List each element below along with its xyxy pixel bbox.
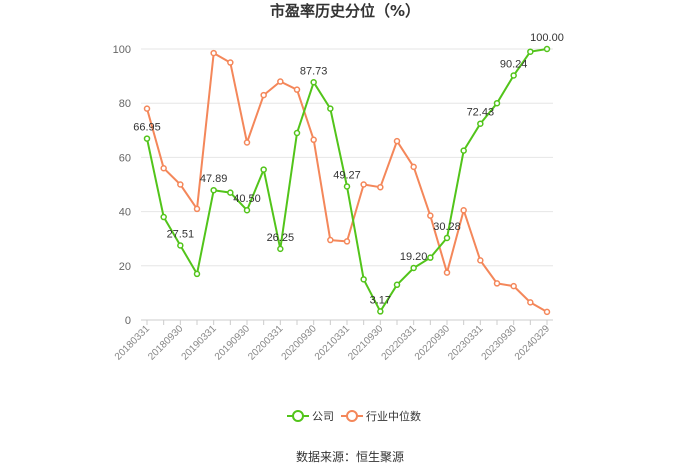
data-point <box>543 308 551 316</box>
legend-marker <box>292 410 304 422</box>
data-point <box>277 78 284 85</box>
data-point <box>143 105 151 112</box>
data-point <box>210 49 217 57</box>
data-point <box>360 276 367 283</box>
x-tick-label: 20190930 <box>213 323 253 363</box>
y-axis: 0 20 40 60 80 100 <box>113 44 131 327</box>
x-tick-label: 20230930 <box>480 323 520 363</box>
data-point <box>343 238 351 245</box>
data-label: 66.95 <box>133 122 161 134</box>
legend-marker <box>346 410 358 422</box>
data-point <box>393 137 401 145</box>
chart-title: 市盈率历史分位（%） <box>270 2 420 20</box>
data-point <box>377 308 384 315</box>
data-point <box>177 181 184 188</box>
legend-label: 行业中位数 <box>366 409 421 423</box>
x-tick-label: 20200930 <box>280 323 320 363</box>
y-tick-label: 40 <box>119 207 131 219</box>
data-point <box>293 86 301 93</box>
y-tick-label: 80 <box>119 98 131 110</box>
data-point <box>460 147 467 154</box>
series-layer: 66.95 27.51 47.89 40.50 26.25 87.73 49.27 3.17 1… <box>133 32 564 316</box>
data-point <box>327 105 334 112</box>
data-label: 27.51 <box>167 228 195 240</box>
data-point <box>160 164 167 172</box>
data-label: 90.24 <box>500 58 528 70</box>
x-tick-label: 20180930 <box>146 323 186 363</box>
data-point <box>260 91 267 99</box>
x-tick-label: 20190331 <box>180 323 220 363</box>
x-tick-label: 20180331 <box>113 323 153 363</box>
x-axis: 2018033120180930201903312019093020200331… <box>113 319 553 363</box>
legend: 公司 行业中位数 <box>287 409 421 423</box>
data-point <box>227 189 234 196</box>
data-point <box>427 254 434 261</box>
data-label: 72.43 <box>467 107 495 119</box>
data-label: 30.28 <box>433 221 461 233</box>
series-0: 66.95 27.51 47.89 40.50 26.25 87.73 49.27 3.17 1… <box>133 32 564 315</box>
data-point <box>510 72 517 79</box>
data-label: 26.25 <box>267 232 295 244</box>
data-point <box>327 236 334 244</box>
data-label: 3.17 <box>370 294 391 306</box>
x-tick-label: 20210930 <box>346 323 386 363</box>
data-label: 49.27 <box>333 169 361 181</box>
data-point <box>493 280 501 287</box>
data-point <box>427 212 434 219</box>
data-point <box>393 281 401 289</box>
data-label: 87.73 <box>300 65 328 77</box>
data-point <box>243 139 251 146</box>
data-point <box>160 213 167 221</box>
data-point <box>277 245 284 253</box>
data-point <box>443 234 451 242</box>
data-label: 40.50 <box>233 193 261 205</box>
data-source-note: 数据来源：恒生聚源 <box>295 450 404 464</box>
y-tick-label: 0 <box>125 315 131 327</box>
data-label: 19.20 <box>400 251 428 263</box>
data-label: 47.89 <box>200 173 228 185</box>
data-point <box>260 166 267 173</box>
data-point <box>443 269 451 276</box>
data-point <box>193 205 201 213</box>
data-point <box>377 183 384 191</box>
data-point <box>527 48 534 55</box>
data-point <box>510 282 517 290</box>
series-1 <box>143 49 551 316</box>
x-tick-label: 20220930 <box>413 323 453 363</box>
x-tick-label: 20210331 <box>313 323 353 363</box>
data-point <box>193 270 201 278</box>
data-point <box>543 45 551 53</box>
data-point <box>410 264 417 272</box>
data-point <box>143 135 151 142</box>
y-tick-label: 20 <box>119 261 131 273</box>
data-point <box>477 257 484 264</box>
data-point <box>527 299 534 306</box>
x-tick-label: 20220331 <box>380 323 420 363</box>
data-point <box>343 183 351 190</box>
x-tick-label: 20200331 <box>246 323 286 363</box>
data-point <box>243 206 251 214</box>
data-point <box>310 136 317 144</box>
data-label: 100.00 <box>530 32 564 44</box>
x-tick-label: 20230331 <box>446 323 486 363</box>
data-point <box>177 242 184 249</box>
data-point <box>493 99 501 107</box>
data-point <box>410 163 417 171</box>
data-point <box>227 59 234 66</box>
data-point <box>293 129 301 137</box>
data-point <box>360 181 367 188</box>
data-point <box>460 206 467 214</box>
data-point <box>310 79 317 86</box>
data-point <box>210 186 217 194</box>
legend-label: 公司 <box>312 410 334 423</box>
data-point <box>477 120 484 127</box>
x-tick-label: 20240329 <box>513 323 553 363</box>
y-tick-label: 60 <box>119 152 131 164</box>
y-tick-label: 100 <box>113 44 131 56</box>
